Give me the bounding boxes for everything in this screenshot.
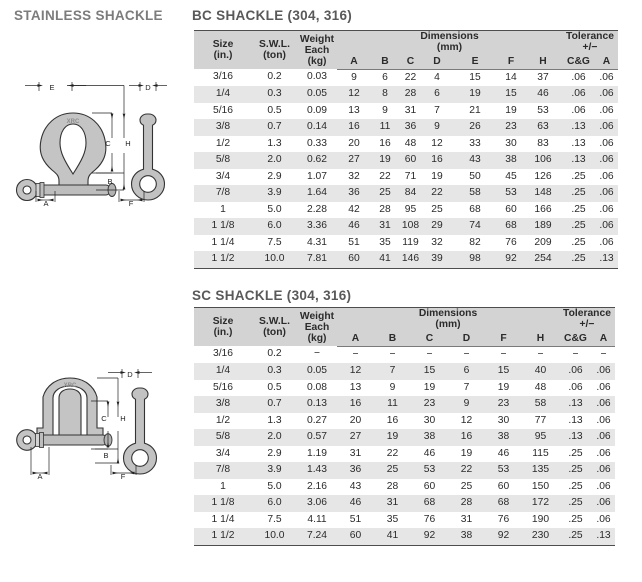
svg-text:F: F [129, 199, 134, 208]
svg-text:F: F [121, 472, 126, 481]
svg-text:D: D [127, 370, 133, 379]
svg-text:C: C [101, 414, 107, 423]
svg-text:A: A [43, 199, 48, 208]
svg-text:A: A [37, 472, 42, 481]
svg-text:XRC: XRC [67, 119, 80, 125]
svg-text:E: E [49, 83, 54, 92]
svg-text:H: H [120, 414, 125, 423]
svg-text:B: B [107, 177, 112, 186]
svg-text:C: C [105, 139, 111, 148]
svg-text:XRC: XRC [64, 383, 77, 389]
svg-text:D: D [145, 83, 151, 92]
svg-text:B: B [103, 451, 108, 460]
svg-text:H: H [125, 139, 130, 148]
